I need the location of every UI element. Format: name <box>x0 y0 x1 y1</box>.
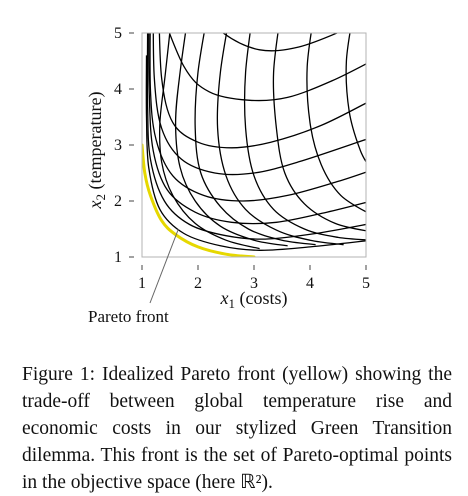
grid-curves <box>145 33 366 251</box>
grid-curve-a3 <box>149 33 366 202</box>
plot-frame <box>141 32 367 258</box>
y-axis: 1 2 3 4 5 <box>114 25 134 266</box>
grid-curve-b8 <box>345 33 366 163</box>
y-tick-label: 5 <box>114 25 122 42</box>
x-axis-label: x1 (costs) <box>220 288 288 311</box>
y-tick-label: 2 <box>114 193 122 210</box>
grid-curve-a2 <box>152 33 366 176</box>
grid-curve-a1 <box>158 33 366 149</box>
y-tick-label: 4 <box>114 81 122 98</box>
x-tick-label: 5 <box>362 275 370 292</box>
pareto-front-annotation-line <box>149 228 179 304</box>
grid-curve-a8 <box>222 33 339 52</box>
y-tick-label: 3 <box>114 137 122 154</box>
grid-curve-a7 <box>168 33 366 102</box>
pareto-front-curve <box>142 143 256 257</box>
grid-curve-b3 <box>194 33 316 246</box>
x-tick-label: 4 <box>306 275 314 292</box>
grid-curve-b5 <box>243 33 366 241</box>
grid-curve-b4 <box>216 33 344 246</box>
grid-curve-b6 <box>272 33 366 232</box>
grid-curve-a4 <box>148 33 366 225</box>
grid-curve-b2 <box>174 33 288 247</box>
x-axis: 1 2 3 4 5 <box>138 265 370 292</box>
pareto-front-annotation: Pareto front <box>88 307 169 326</box>
grid-curve-b1 <box>158 33 260 250</box>
grid-curve-a5 <box>146 33 366 240</box>
x-tick-label: 2 <box>194 275 202 292</box>
y-tick-label: 1 <box>114 249 122 266</box>
x-tick-label: 3 <box>250 275 258 292</box>
pareto-front-layer <box>142 143 256 257</box>
grid-curve-a6 <box>145 55 366 251</box>
y-axis-label: x2 (temperature) <box>85 92 108 210</box>
grid-curve-b7 <box>306 33 366 213</box>
figure-caption: Figure 1: Idealized Pareto front (yellow… <box>22 364 452 493</box>
x-tick-label: 1 <box>138 275 146 292</box>
